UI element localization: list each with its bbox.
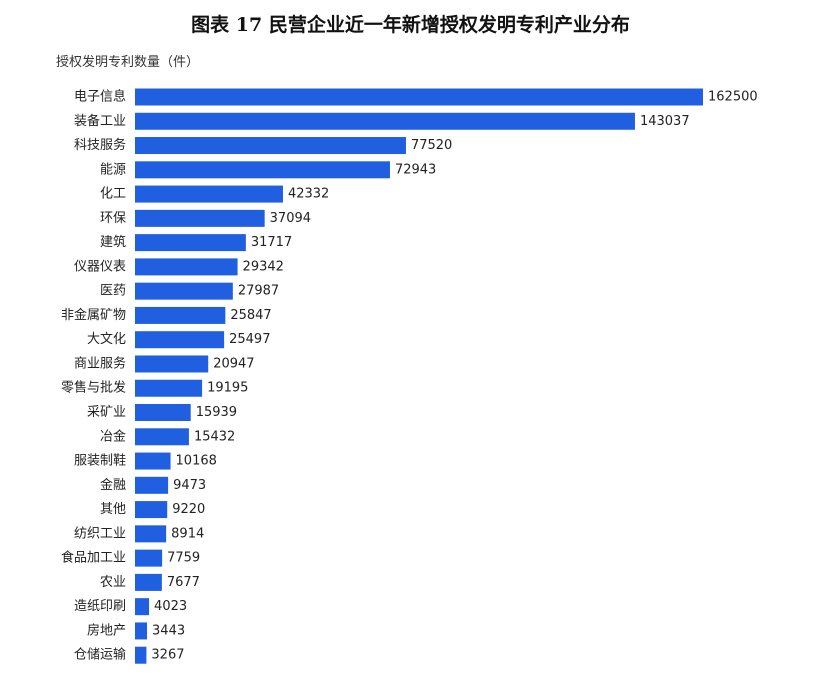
bar (135, 209, 265, 227)
value-label: 9220 (172, 502, 205, 517)
category-label: 仪器仪表 (74, 259, 126, 274)
value-label: 7677 (167, 575, 200, 590)
bar (135, 137, 406, 155)
bar (135, 404, 191, 422)
category-label: 造纸印刷 (74, 599, 126, 614)
bar (135, 379, 203, 397)
value-label: 25847 (230, 308, 271, 323)
value-label: 77520 (411, 138, 452, 153)
bar (135, 258, 238, 276)
bar (135, 501, 168, 519)
category-label: 环保 (100, 211, 126, 226)
category-label: 化工 (100, 187, 126, 202)
category-label: 房地产 (87, 622, 126, 638)
bar (135, 331, 225, 349)
bar (135, 88, 703, 106)
category-label: 能源 (100, 162, 126, 177)
bar (135, 646, 147, 664)
category-label: 冶金 (100, 428, 126, 444)
bar (135, 573, 162, 591)
value-label: 3443 (152, 623, 185, 638)
chart-title: 图表 17 民营企业近一年新增授权发明专利产业分布 (191, 14, 630, 36)
bar (135, 549, 163, 567)
value-label: 27987 (238, 284, 279, 299)
value-label: 3267 (151, 648, 184, 663)
bar (135, 112, 635, 130)
category-label: 大文化 (87, 332, 126, 347)
value-label: 31717 (251, 235, 292, 250)
category-label: 纺织工业 (74, 526, 126, 541)
category-label: 建筑 (100, 234, 126, 250)
category-label: 仓储运输 (74, 647, 126, 663)
axis-label: 授权发明专利数量（件） (56, 55, 200, 70)
bar (135, 161, 390, 179)
value-label: 4023 (154, 599, 187, 614)
bar (135, 476, 169, 494)
value-label: 9473 (173, 478, 206, 493)
value-label: 29342 (243, 259, 284, 274)
category-label: 医药 (100, 284, 126, 299)
value-label: 10168 (176, 454, 217, 469)
category-label: 食品加工业 (61, 550, 126, 566)
category-label: 金融 (100, 477, 126, 493)
bar (135, 452, 171, 470)
bar (135, 355, 209, 373)
value-label: 37094 (270, 211, 311, 226)
category-label: 农业 (100, 575, 126, 590)
category-label: 电子信息 (74, 89, 126, 105)
value-label: 72943 (395, 162, 436, 177)
value-label: 42332 (288, 187, 329, 202)
category-label: 商业服务 (74, 355, 126, 371)
value-label: 19195 (207, 381, 248, 396)
value-label: 15939 (196, 405, 237, 420)
value-label: 15432 (194, 429, 235, 444)
bar (135, 428, 189, 446)
bar (135, 598, 150, 616)
category-label: 采矿业 (87, 405, 126, 420)
value-label: 7759 (167, 551, 200, 566)
value-label: 25497 (229, 332, 270, 347)
bar (135, 185, 283, 203)
value-label: 162500 (708, 90, 758, 105)
bar (135, 234, 246, 252)
bar (135, 282, 233, 300)
category-label: 非金属矿物 (61, 307, 126, 323)
value-label: 20947 (213, 356, 254, 371)
category-label: 科技服务 (74, 137, 126, 153)
bar (135, 306, 226, 324)
bar (135, 622, 148, 640)
category-label: 服装制鞋 (74, 453, 126, 469)
category-label: 零售与批发 (61, 380, 126, 396)
category-label: 装备工业 (74, 113, 126, 129)
value-label: 143037 (640, 114, 690, 129)
value-label: 8914 (171, 526, 204, 541)
bar (135, 525, 167, 543)
category-label: 其他 (100, 502, 126, 517)
